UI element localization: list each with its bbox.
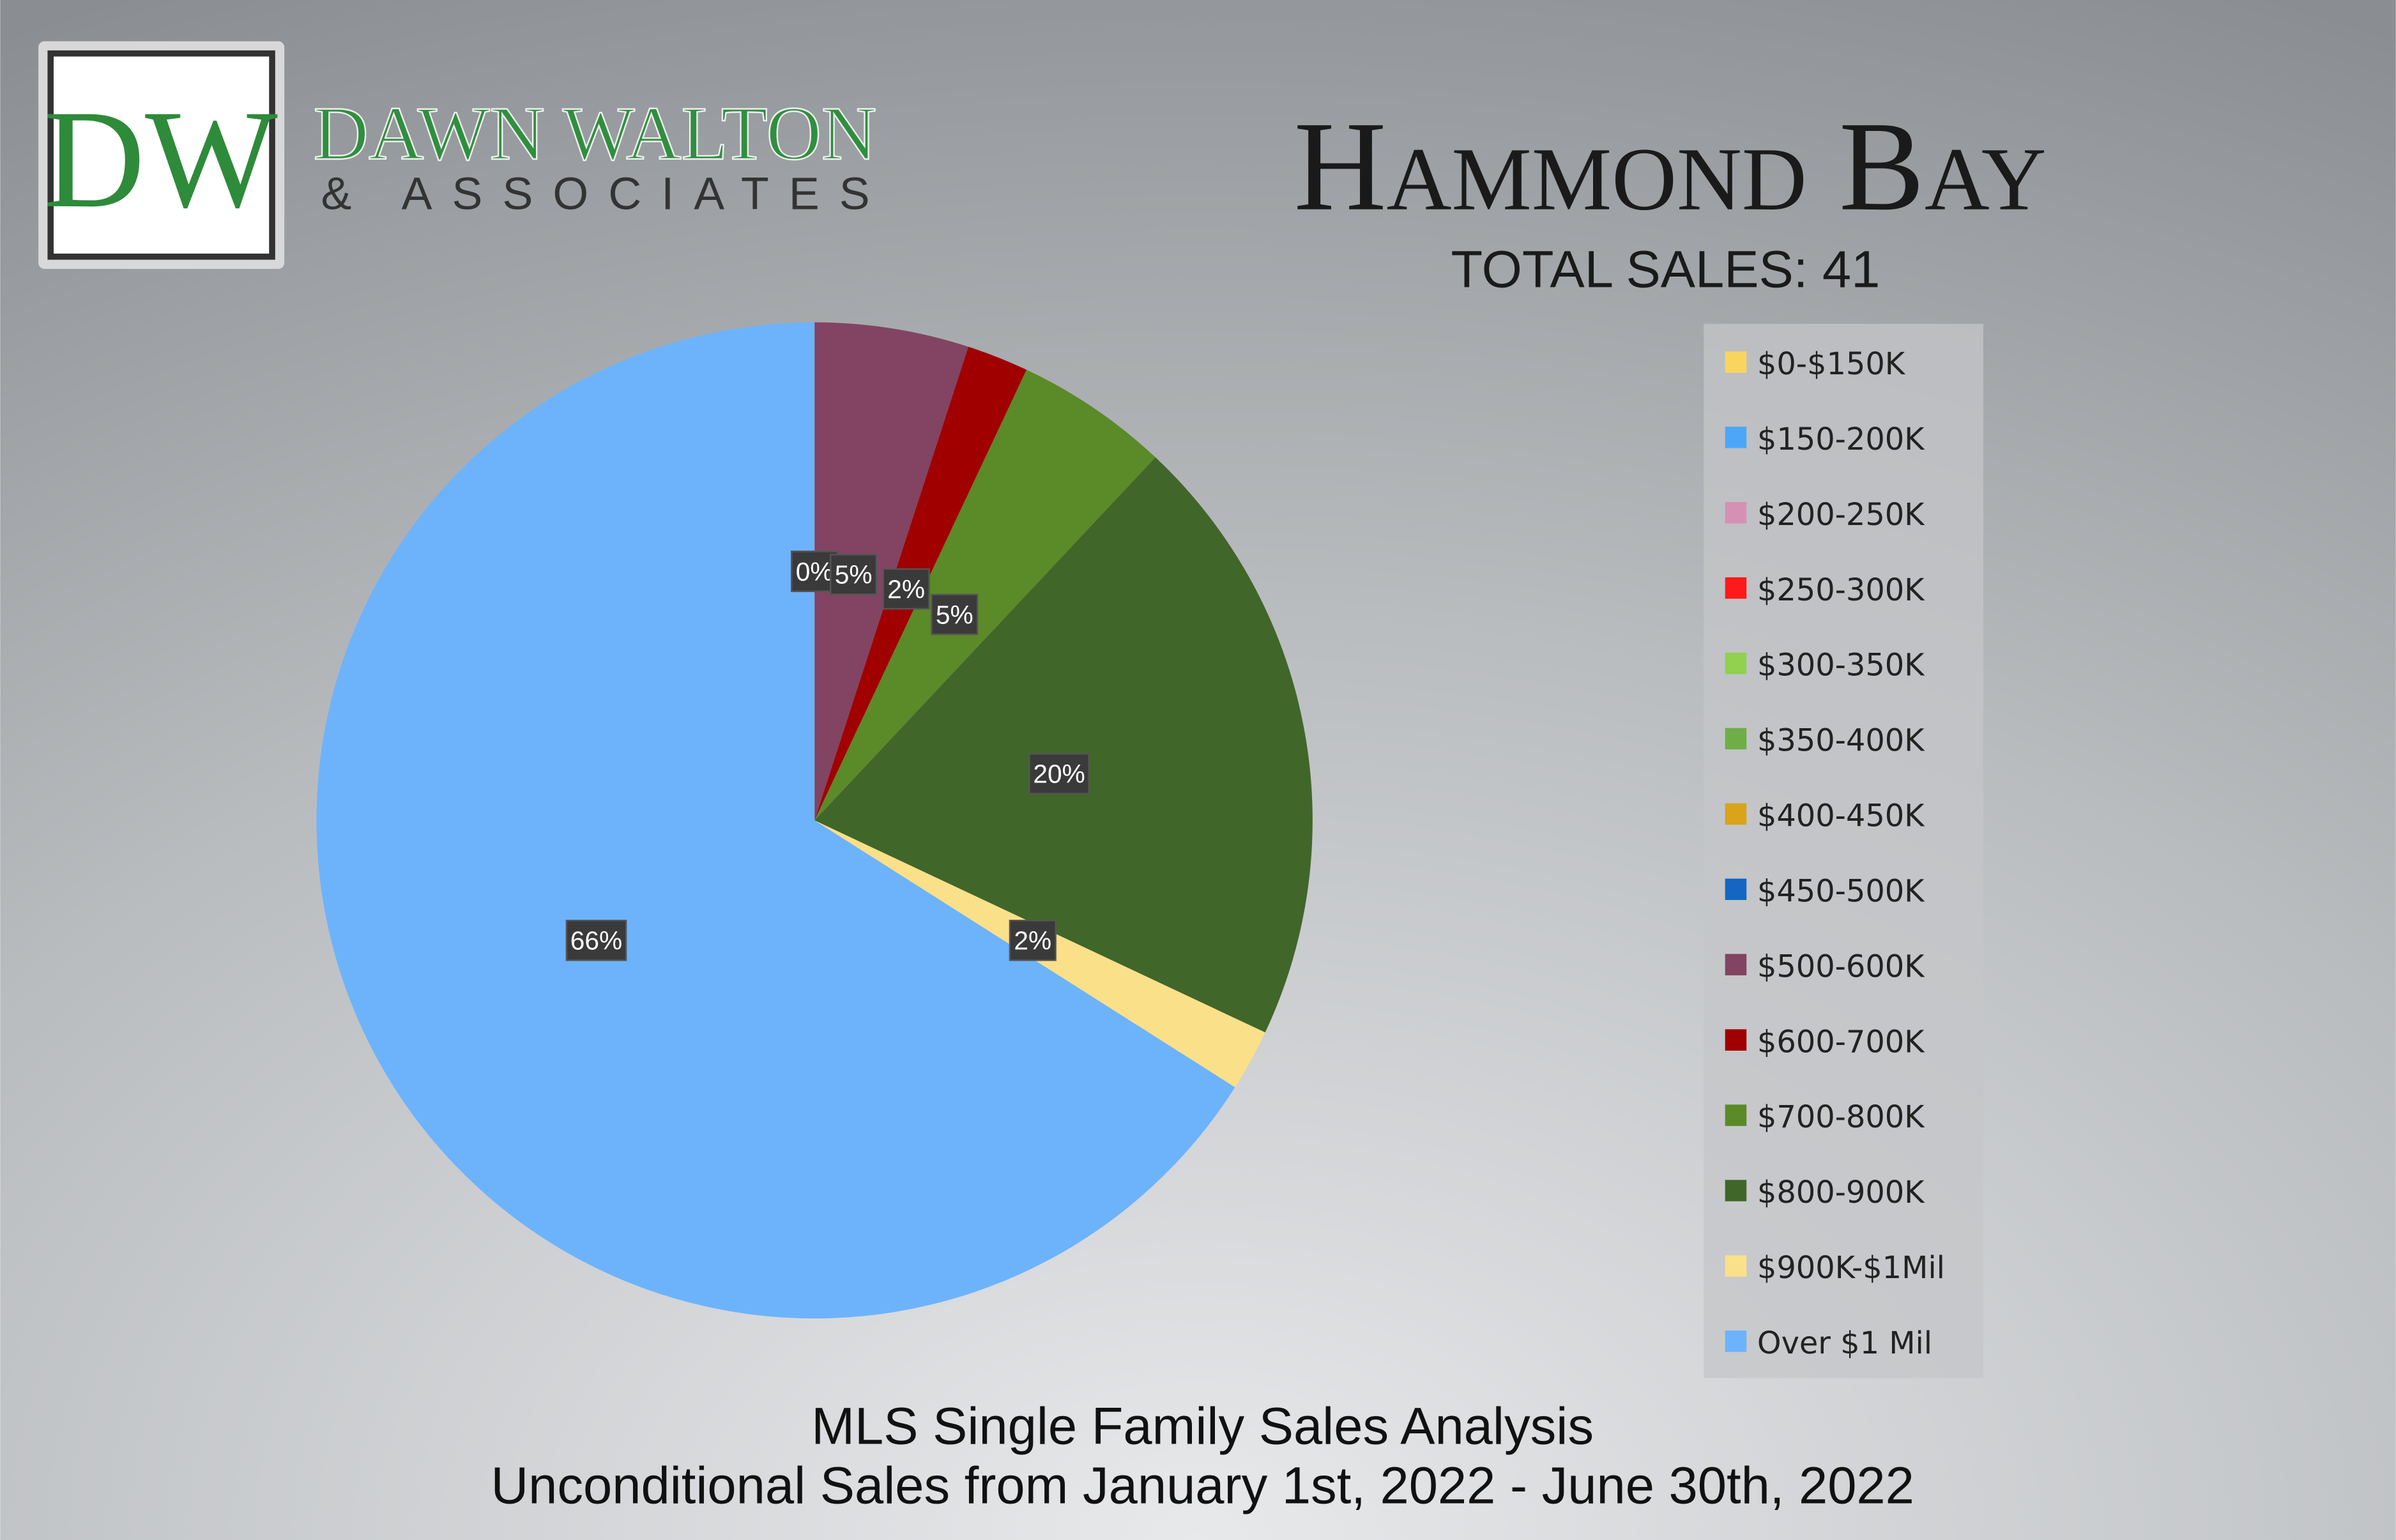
legend-swatch [1725,501,1747,524]
data-label-text: 0% [796,557,834,586]
legend-label: $0-$150K [1757,347,1906,382]
legend-swatch [1725,351,1747,373]
legend-swatch [1725,1255,1747,1277]
data-label-text: 20% [1033,759,1085,789]
legend-swatch [1725,427,1747,448]
legend-label: $450-500K [1757,874,1925,909]
data-label-box [1009,919,1057,961]
data-label: 66% [565,919,627,961]
legend-swatch [1725,1330,1747,1352]
data-label-text: 5% [835,560,873,590]
data-label-text: 2% [1014,926,1051,956]
legend-label: $400-450K [1757,799,1925,834]
pie-slice [814,457,1313,1033]
data-label: 2% [1009,919,1057,961]
logo-name: DAWN WALTON [314,91,877,176]
legend-swatch [1725,1180,1747,1201]
legend-label: $300-350K [1757,648,1925,683]
data-label-box [565,919,627,961]
data-label: 20% [1028,753,1090,795]
legend-label: $150-200K [1757,422,1925,457]
data-label-text: 2% [887,574,925,604]
legend [1704,324,1983,1378]
legend-label: $250-300K [1757,573,1925,608]
pie-slice [316,322,1235,1319]
legend-label: $350-400K [1757,724,1925,759]
chart-title: Hammond Bay [1294,96,2047,238]
legend-label: $500-600K [1757,949,1925,984]
legend-label: $800-900K [1757,1175,1925,1210]
data-label-box [1028,753,1090,795]
legend-label: Over $1 Mil [1757,1326,1932,1361]
data-label: 5% [931,593,979,636]
chart-subtitle: TOTAL SALES: 41 [1451,241,1880,299]
data-label: 2% [882,568,930,610]
legend-swatch [1725,728,1747,750]
legend-swatch [1725,878,1747,901]
caption: MLS Single Family Sales Analysis [811,1397,1594,1455]
legend-swatch [1725,1104,1747,1126]
logo-tagline: & ASSOCIATES [321,169,890,220]
data-label-box [830,554,878,595]
data-label: 5% [830,554,878,595]
pie-slice [814,369,1156,821]
logo-box [47,50,275,260]
legend-label: $900K-$1Mil [1757,1251,1945,1286]
legend-swatch [1725,1029,1747,1051]
data-label-text: 66% [570,926,622,956]
data-label-box [882,568,930,610]
legend-label: $200-250K [1757,498,1925,533]
legend-swatch [1725,577,1747,599]
legend-swatch [1725,803,1747,825]
legend-swatch [1725,954,1747,975]
legend-swatch [1725,652,1747,675]
legend-label: $700-800K [1757,1100,1925,1135]
legend-label: $600-700K [1757,1025,1925,1060]
data-label-box [931,593,979,636]
caption: Unconditional Sales from January 1st, 20… [491,1457,1914,1515]
logo: DW DAWN WALTON & ASSOCIATES [38,41,890,269]
data-label-text: 5% [936,600,973,629]
logo-initials: DW [43,81,278,237]
